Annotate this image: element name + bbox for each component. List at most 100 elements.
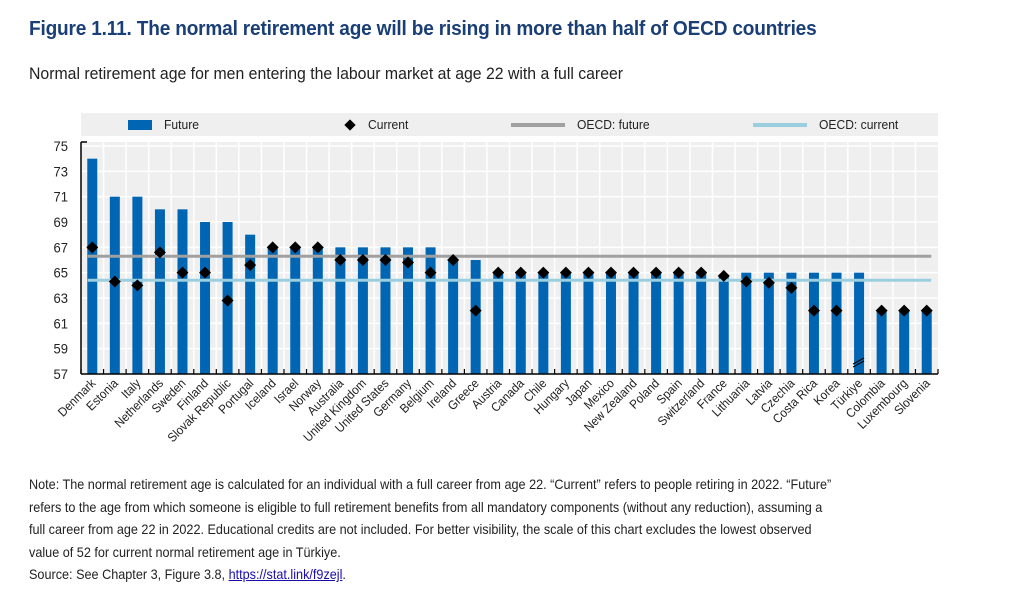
y-tick-label: 63 bbox=[54, 291, 68, 307]
bar-future bbox=[763, 272, 774, 374]
marker-current bbox=[131, 279, 144, 292]
bar-future bbox=[831, 272, 842, 374]
marker-current bbox=[898, 304, 911, 317]
note-line: full career from age 22 in 2022. Educati… bbox=[29, 522, 812, 538]
bar-future bbox=[741, 272, 752, 374]
bar-future bbox=[899, 310, 910, 374]
marker-current bbox=[875, 304, 888, 317]
bar-future bbox=[177, 209, 188, 374]
figure-title: Figure 1.11. The normal retirement age w… bbox=[29, 17, 817, 40]
legend-label-current: Current bbox=[368, 117, 409, 132]
marker-current bbox=[559, 266, 572, 279]
bar-future bbox=[560, 272, 571, 374]
marker-current bbox=[424, 266, 437, 279]
bar-future bbox=[357, 247, 368, 374]
y-tick-label: 65 bbox=[54, 265, 68, 281]
bar-future bbox=[696, 272, 707, 374]
bar-future bbox=[267, 247, 278, 374]
line-swatch-icon bbox=[511, 122, 565, 127]
marker-current bbox=[537, 266, 550, 279]
figure-note: Note: The normal retirement age is calcu… bbox=[29, 474, 989, 587]
y-tick-label: 69 bbox=[54, 215, 68, 231]
bar-future bbox=[290, 247, 301, 374]
legend-item-future: Future bbox=[128, 113, 202, 136]
marker-current bbox=[86, 241, 99, 254]
bar-future bbox=[876, 310, 887, 374]
y-tick-label: 71 bbox=[54, 189, 68, 205]
marker-current bbox=[334, 254, 347, 266]
bar-future bbox=[425, 247, 436, 374]
marker-current bbox=[627, 266, 640, 279]
marker-current bbox=[762, 276, 775, 289]
marker-current bbox=[469, 304, 482, 317]
marker-current bbox=[582, 266, 595, 279]
bar-future bbox=[808, 272, 819, 374]
marker-current bbox=[830, 304, 843, 317]
axis-break-icon bbox=[852, 360, 865, 368]
line-swatch-icon bbox=[753, 122, 807, 127]
marker-current bbox=[447, 254, 460, 266]
marker-current bbox=[244, 259, 257, 272]
bar-future bbox=[335, 247, 346, 374]
bar-future bbox=[583, 272, 594, 374]
legend-item-current: Current bbox=[344, 113, 411, 136]
marker-current bbox=[920, 304, 933, 317]
bar-future bbox=[245, 234, 256, 374]
legend-item-oecd-future: OECD: future bbox=[511, 113, 655, 136]
bar-future bbox=[493, 272, 504, 374]
bar-future bbox=[628, 272, 639, 374]
marker-current bbox=[740, 275, 753, 288]
marker-current bbox=[672, 266, 685, 279]
marker-current bbox=[221, 294, 234, 307]
marker-current bbox=[514, 266, 527, 279]
marker-current bbox=[402, 256, 415, 269]
bar-future bbox=[312, 247, 323, 374]
bar-future bbox=[403, 247, 414, 374]
marker-current bbox=[199, 266, 212, 279]
note-line: refers to the age from which someone is … bbox=[29, 499, 823, 515]
marker-current bbox=[695, 266, 708, 279]
note-line: value of 52 for current normal retiremen… bbox=[29, 544, 341, 560]
bar-future bbox=[921, 310, 932, 374]
bar-future bbox=[448, 260, 459, 374]
marker-current bbox=[153, 246, 166, 259]
source-line: Source: See Chapter 3, Figure 3.8, https… bbox=[29, 564, 922, 587]
y-tick-label: 59 bbox=[54, 341, 68, 357]
marker-current bbox=[311, 241, 324, 254]
bar-future bbox=[380, 247, 391, 374]
legend-label-future: Future bbox=[164, 117, 199, 132]
bar-future bbox=[718, 275, 729, 374]
bar-future bbox=[515, 272, 526, 374]
bar-future bbox=[87, 158, 98, 374]
legend-item-oecd-current: OECD: current bbox=[753, 113, 904, 136]
axis-break-icon bbox=[852, 357, 865, 365]
y-tick-label: 67 bbox=[54, 240, 68, 256]
figure-subtitle: Normal retirement age for men entering t… bbox=[29, 64, 624, 83]
source-suffix: . bbox=[342, 567, 346, 583]
marker-current bbox=[379, 254, 392, 266]
note-line: Note: The normal retirement age is calcu… bbox=[29, 477, 832, 492]
bar-future bbox=[786, 272, 797, 374]
marker-current bbox=[289, 241, 302, 254]
bar-future bbox=[673, 272, 684, 374]
bar-future bbox=[538, 272, 549, 374]
marker-current bbox=[604, 266, 617, 279]
marker-current bbox=[356, 254, 369, 266]
marker-current bbox=[176, 266, 189, 279]
bar-future bbox=[200, 222, 211, 374]
source-prefix: Source: See Chapter 3, Figure 3.8, bbox=[29, 567, 229, 583]
bar-future bbox=[854, 272, 865, 374]
source-link[interactable]: https://stat.link/f9zejl bbox=[228, 567, 343, 583]
marker-current bbox=[807, 304, 820, 317]
legend-label-oecd-future: OECD: future bbox=[577, 117, 650, 132]
marker-current bbox=[785, 281, 798, 294]
y-tick-label: 75 bbox=[54, 139, 68, 155]
bar-swatch-icon bbox=[128, 119, 152, 130]
chart-legend: Future Current OECD: future OECD: curren… bbox=[81, 113, 938, 136]
legend-label-oecd-current: OECD: current bbox=[819, 117, 899, 132]
y-tick-label: 73 bbox=[54, 164, 68, 180]
bar-future bbox=[154, 209, 165, 374]
bar-future bbox=[470, 260, 481, 374]
marker-current bbox=[650, 266, 663, 279]
marker-current bbox=[108, 275, 121, 288]
